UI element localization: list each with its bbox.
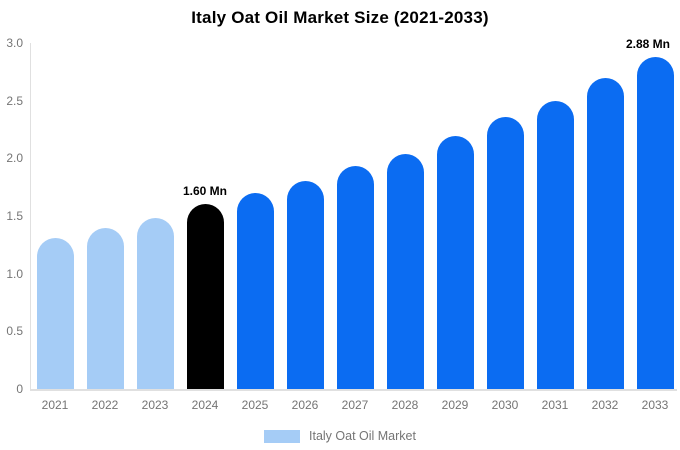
- x-axis-label-2028: 2028: [391, 398, 419, 412]
- x-axis-label-2031: 2031: [541, 398, 569, 412]
- legend[interactable]: Italy Oat Oil Market: [0, 428, 680, 445]
- x-axis-label-2032: 2032: [591, 398, 619, 412]
- value-label-2033: 2.88 Mn: [625, 36, 670, 51]
- y-axis-tick-0.5: 0.5: [6, 324, 23, 339]
- y-axis-tick-2.0: 2.0: [6, 151, 23, 166]
- bar-2023[interactable]: [136, 218, 174, 389]
- x-axis-label-2027: 2027: [341, 398, 369, 412]
- bar-2028[interactable]: [386, 153, 424, 389]
- bar-2021[interactable]: [36, 237, 74, 389]
- bar-2029[interactable]: [436, 136, 474, 389]
- bar-2026[interactable]: [286, 181, 324, 389]
- legend-swatch: [264, 430, 300, 443]
- x-axis-label-2029: 2029: [441, 398, 469, 412]
- y-axis-tick-1.0: 1.0: [6, 266, 23, 281]
- x-axis-label-2026: 2026: [291, 398, 319, 412]
- bar-2024[interactable]: [186, 204, 224, 389]
- y-axis-line: [30, 43, 31, 390]
- y-axis-tick-3.0: 3.0: [6, 36, 23, 50]
- chart-title: Italy Oat Oil Market Size (2021-2033): [191, 8, 489, 27]
- x-axis-label-2023: 2023: [141, 398, 169, 412]
- x-axis-label-2030: 2030: [491, 398, 519, 412]
- value-label-2024: 1.60 Mn: [182, 184, 227, 199]
- y-axis-tick-1.5: 1.5: [6, 209, 23, 223]
- bar-2033[interactable]: [636, 56, 674, 389]
- bar-2027[interactable]: [336, 166, 374, 389]
- bar-2030[interactable]: [486, 116, 524, 389]
- x-axis-label-2033: 2033: [641, 398, 669, 412]
- x-axis-label-2021: 2021: [41, 398, 69, 412]
- bar-2032[interactable]: [586, 77, 624, 389]
- legend-label: Italy Oat Oil Market: [309, 429, 416, 443]
- x-axis-label-2024: 2024: [191, 398, 219, 412]
- x-axis-line: [30, 389, 677, 391]
- bar-2025[interactable]: [236, 192, 274, 389]
- bar-2022[interactable]: [86, 227, 124, 389]
- x-axis-label-2025: 2025: [241, 398, 269, 412]
- bar-2031[interactable]: [536, 100, 574, 389]
- y-axis-tick-0: 0: [16, 382, 23, 396]
- x-axis-label-2022: 2022: [91, 398, 119, 412]
- y-axis-tick-2.5: 2.5: [6, 93, 23, 108]
